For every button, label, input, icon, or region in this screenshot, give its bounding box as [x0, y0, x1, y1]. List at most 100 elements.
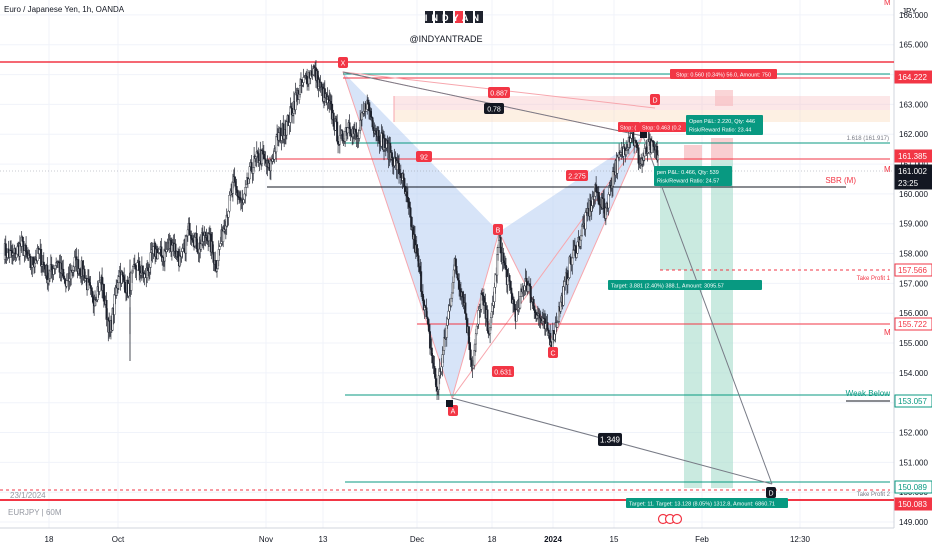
price-tag-label: 155.722 — [898, 320, 927, 329]
x-tick-label: 13 — [319, 535, 328, 544]
ratio-0887[interactable]: 0.887 — [488, 87, 510, 98]
y-tick-label: 162.000 — [899, 130, 928, 139]
x-tick-label: Oct — [112, 535, 125, 544]
ratio-078[interactable]: 0.78 — [484, 103, 504, 114]
svg-text:X: X — [341, 61, 346, 68]
svg-text:2.275: 2.275 — [568, 174, 586, 181]
top-marker: M — [884, 0, 891, 7]
candle-body — [409, 207, 412, 218]
point-c-dark-marker — [640, 131, 647, 138]
x-tick-label: 15 — [610, 535, 619, 544]
trade-open-pl-1[interactable]: Open P&L: 2.220, Qty: 446 Risk/Reward Ra… — [686, 115, 763, 135]
label-take-profit-2: Take Profit 2 — [857, 492, 891, 498]
price-tag-label: 153.057 — [898, 397, 927, 406]
time-axis-labels: 18 Oct Nov 13 Dec 18 2024 15 Feb 12:30 — [45, 535, 811, 544]
candle-body — [571, 257, 574, 265]
candle-body — [16, 246, 19, 255]
point-d-upper-badge[interactable]: D — [650, 94, 660, 105]
y-tick-label: 152.000 — [899, 429, 928, 438]
svg-text:C: C — [550, 351, 555, 358]
point-a-badge[interactable]: A — [448, 405, 458, 416]
candle-body — [527, 284, 530, 292]
candle-body — [250, 162, 253, 170]
point-b-badge[interactable]: B — [493, 224, 503, 235]
price-tag — [894, 263, 932, 277]
point-x-badge[interactable]: X — [338, 57, 348, 68]
ratio-1349[interactable]: 1.349 — [598, 433, 622, 446]
ratio-0631[interactable]: 0.631 — [492, 366, 514, 377]
price-tag — [894, 480, 932, 494]
trade-stop-box-2 — [711, 138, 733, 160]
candle-body — [464, 302, 467, 314]
x-tick-label: 18 — [45, 535, 54, 544]
svg-text:D: D — [768, 491, 773, 498]
candle-body — [302, 77, 305, 83]
ratio-092[interactable]: 92 — [416, 151, 432, 162]
candle-body — [420, 271, 423, 292]
price-tag-label: 164.222 — [898, 73, 927, 82]
trade-stop-small-1[interactable]: Stop: ( — [618, 122, 640, 132]
trade-open-pl-2[interactable]: pen P&L: 0.466, Qty: 539 Risk/Reward Rat… — [654, 166, 732, 186]
trade-target-2[interactable]: Target: 11. Target: 13.128 (8.05%) 1312.… — [626, 498, 788, 508]
svg-text:Stop: (: Stop: ( — [620, 126, 636, 132]
svg-text:Target: 11. Target: 13.128 (8: Target: 11. Target: 13.128 (8.05%) 1312.… — [629, 502, 775, 508]
y-tick-label: 149.000 — [899, 518, 928, 527]
point-a-dark-marker — [446, 400, 453, 407]
symbol-title[interactable]: Euro / Japanese Yen, 1h, OANDA — [4, 5, 125, 14]
zone-band-2 — [394, 110, 890, 122]
trend-c-to-d — [642, 135, 773, 485]
currency-label: JPY — [902, 7, 917, 16]
candle-body — [212, 252, 215, 263]
y-tick-label: 151.000 — [899, 458, 928, 467]
x-tick-label: Nov — [259, 535, 273, 544]
watermark-date: 23/1/2024 — [10, 491, 46, 500]
candle-body — [28, 253, 31, 257]
marker-m-upper: M — [884, 165, 891, 174]
label-fib: 1.618 (161.917) — [847, 136, 889, 142]
candle-body — [275, 136, 278, 153]
candle-body — [63, 278, 66, 284]
candle-body — [218, 246, 221, 250]
marker-m-lower: M — [884, 328, 891, 337]
time-axis[interactable] — [0, 528, 932, 550]
candle-body — [346, 127, 349, 134]
y-tick-label: 158.000 — [899, 250, 928, 259]
candle-body — [657, 154, 660, 161]
ratio-2275[interactable]: 2.275 — [566, 170, 588, 181]
price-series[interactable] — [3, 59, 660, 401]
svg-text:92: 92 — [420, 155, 428, 162]
point-c-badge[interactable]: C — [548, 347, 558, 358]
y-tick-label: 163.000 — [899, 100, 928, 109]
price-tag — [894, 149, 932, 163]
candle-body — [435, 378, 438, 388]
x-tick-label: 18 — [488, 535, 497, 544]
label-weak-below: Weak Below — [846, 389, 891, 398]
point-d-lower-badge[interactable]: D — [766, 487, 776, 498]
price-tag — [894, 497, 932, 511]
candle-body — [141, 265, 144, 273]
svg-text:1.349: 1.349 — [600, 436, 621, 445]
trade-target-1[interactable]: Target: 3.881 (2.40%) 388.1, Amount: 309… — [608, 280, 762, 290]
x-tick-label: Dec — [410, 535, 424, 544]
x-tick-label: Feb — [695, 535, 709, 544]
trade-stop-top-label[interactable]: Stop: 0.560 (0.34%) 56.0, Amount: 750 — [670, 69, 777, 79]
price-tag-label: 23:25 — [898, 179, 919, 188]
zone-mini-box — [715, 90, 733, 106]
trade-stop-small-2[interactable]: Stop: 0.463 (0.2 — [640, 122, 686, 132]
price-tag — [894, 317, 932, 331]
candle-body — [569, 256, 572, 264]
toggle-dots-icon[interactable] — [657, 513, 683, 525]
price-tag-label: 157.566 — [898, 266, 927, 275]
watermark-symbol: EURJPY | 60M — [8, 508, 62, 517]
y-tick-label: 159.000 — [899, 220, 928, 229]
svg-text:0.631: 0.631 — [494, 370, 512, 377]
svg-text:Risk/Reward Ratio: 24.57: Risk/Reward Ratio: 24.57 — [657, 179, 719, 185]
svg-text:pen P&L: 0.466, Qty: 539: pen P&L: 0.466, Qty: 539 — [657, 170, 719, 176]
price-tag-label: 161.002 — [898, 167, 927, 176]
candle-body — [143, 273, 146, 278]
y-tick-label: 157.000 — [899, 279, 928, 288]
candle-body — [160, 246, 163, 256]
pattern-bcd-fill — [499, 136, 643, 340]
price-tag — [894, 176, 932, 190]
